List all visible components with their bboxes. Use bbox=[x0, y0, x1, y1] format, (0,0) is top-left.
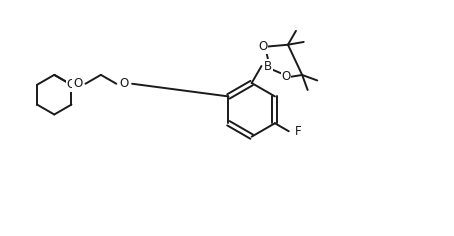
Text: F: F bbox=[295, 125, 301, 138]
Text: B: B bbox=[264, 59, 272, 73]
Text: O: O bbox=[73, 77, 82, 90]
Text: O: O bbox=[281, 70, 291, 83]
Text: O: O bbox=[258, 40, 268, 53]
Text: O: O bbox=[119, 77, 129, 90]
Text: O: O bbox=[67, 78, 76, 91]
